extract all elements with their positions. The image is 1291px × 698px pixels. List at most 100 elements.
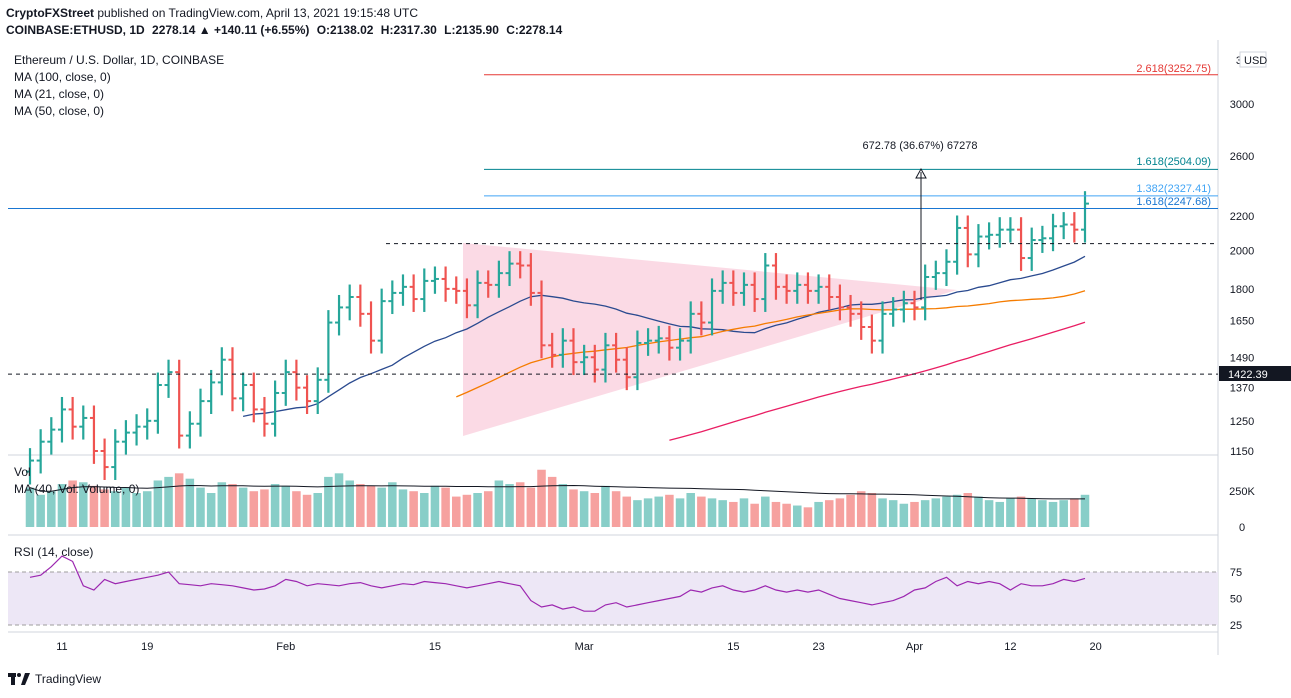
volume-bar — [68, 480, 77, 527]
ohlc-bar — [761, 253, 770, 312]
rsi-tick-label: 25 — [1230, 620, 1242, 632]
volume-bar — [910, 501, 919, 527]
ohlc-bar — [782, 274, 791, 304]
volume-bar — [270, 484, 280, 527]
volume-bar — [110, 491, 120, 527]
ohlc-bar — [739, 272, 748, 306]
ohlc-bar — [985, 222, 994, 250]
ohlc-bar — [36, 429, 45, 474]
ohlc-bar — [430, 266, 439, 294]
ohlc-bar — [100, 438, 109, 480]
volume-bar — [217, 482, 227, 527]
publisher-name[interactable]: CryptoFXStreet — [6, 6, 95, 20]
legend-ma50[interactable]: MA (50, close, 0) — [14, 104, 105, 118]
volume-bar — [1006, 498, 1015, 527]
ohlc-bar — [271, 380, 280, 437]
publish-details: published on TradingView.com, April 13, … — [94, 6, 418, 20]
ohlc-bar — [622, 347, 631, 391]
axes: 1150125013701490165018002000220026003000… — [56, 55, 1255, 653]
rsi-tick-label: 75 — [1230, 567, 1242, 579]
volume-bar — [995, 501, 1005, 527]
volume-bar — [707, 498, 717, 527]
volume-bar — [164, 476, 173, 527]
ohlc-bar — [1081, 191, 1089, 243]
ohlc-bar — [313, 367, 322, 414]
date-tick-label: 20 — [1090, 641, 1102, 653]
volume-bar — [1038, 500, 1047, 527]
volume-bar — [526, 487, 536, 527]
legend-ma100[interactable]: MA (100, close, 0) — [14, 70, 111, 84]
ohlc-bar — [47, 417, 56, 455]
date-tick-label: 11 — [56, 641, 67, 653]
volume-bar — [409, 491, 418, 527]
volume-bar — [846, 494, 855, 527]
volume-bar — [974, 496, 983, 527]
ohlc-bar — [708, 278, 717, 336]
date-tick-label: 15 — [727, 641, 739, 653]
ohlc-bar — [942, 249, 951, 287]
ohlc-bar — [995, 217, 1004, 248]
ohlc-bar — [217, 347, 226, 396]
ohlc-bar — [420, 268, 429, 312]
ohlc-bar — [931, 260, 940, 290]
volume-bar — [281, 485, 291, 527]
level-lines — [8, 74, 1218, 375]
date-tick-label: 12 — [1004, 641, 1016, 653]
ohlc-bar — [239, 372, 248, 412]
ohlc-bar — [516, 251, 525, 279]
price-tick-label: 1150 — [1230, 446, 1254, 458]
volume-bar — [142, 491, 152, 527]
volume-bar — [57, 484, 67, 527]
volume-bar — [835, 498, 845, 527]
legend-vol[interactable]: Vol — [14, 465, 31, 479]
volume-bar — [89, 485, 99, 527]
ohlc-bar — [398, 274, 407, 306]
ohlc-bar — [601, 332, 610, 383]
legend-rsi[interactable]: RSI (14, close) — [14, 545, 94, 559]
volume-bar — [249, 491, 259, 527]
ohlc-bar — [26, 448, 34, 485]
volume-bar — [878, 498, 887, 527]
volume-bar — [654, 496, 663, 527]
ohlc-bar — [1038, 225, 1047, 253]
ohlc-bar — [89, 405, 98, 464]
volume-bar — [643, 498, 653, 527]
legend-vol-ma[interactable]: MA (40, Vol: Volume, 0) — [14, 482, 140, 496]
price-tick-label: 1370 — [1230, 383, 1254, 395]
price-tick-label: 1650 — [1230, 315, 1254, 327]
ohlc-bar — [121, 420, 130, 455]
ohlc-bar — [548, 332, 557, 368]
volume-bar — [771, 501, 781, 527]
ohlc-bar — [388, 280, 397, 315]
currency-tag[interactable] — [1239, 51, 1267, 68]
ohlc-bar — [644, 328, 653, 356]
rsi-path — [29, 555, 1086, 612]
ohlc-bar — [57, 396, 66, 443]
ohlc-bar — [867, 314, 876, 354]
volume-bar — [675, 498, 685, 527]
legend-ma21[interactable]: MA (21, close, 0) — [14, 87, 105, 101]
close-value: C:2278.14 — [506, 23, 563, 37]
ohlc-bar — [1049, 213, 1058, 252]
volume-bar — [761, 496, 770, 527]
volume-bar — [1027, 498, 1036, 527]
ohlc-bar — [612, 332, 621, 373]
ohlc-bar — [143, 408, 152, 440]
ohlc-bar — [153, 372, 162, 434]
ohlc-bar — [1006, 217, 1015, 243]
volume-bar — [793, 505, 802, 527]
volume-tick-label: 250K — [1229, 486, 1255, 498]
chart-title: Ethereum / U.S. Dollar, 1D, COINBASE — [14, 53, 225, 67]
ohlc-bar — [910, 290, 919, 321]
volume-bar — [313, 493, 322, 527]
ohlc-bar — [953, 215, 962, 275]
volume-bar — [515, 482, 525, 527]
volume-bar — [302, 494, 312, 527]
tradingview-brand[interactable]: TradingView — [8, 672, 101, 686]
ohlc-bar — [654, 325, 663, 354]
level-price-label: 1422.39 — [1228, 369, 1268, 381]
ohlc-bar — [228, 347, 237, 412]
ohlc-bar — [494, 260, 503, 298]
ohlc-bar — [1070, 212, 1079, 243]
